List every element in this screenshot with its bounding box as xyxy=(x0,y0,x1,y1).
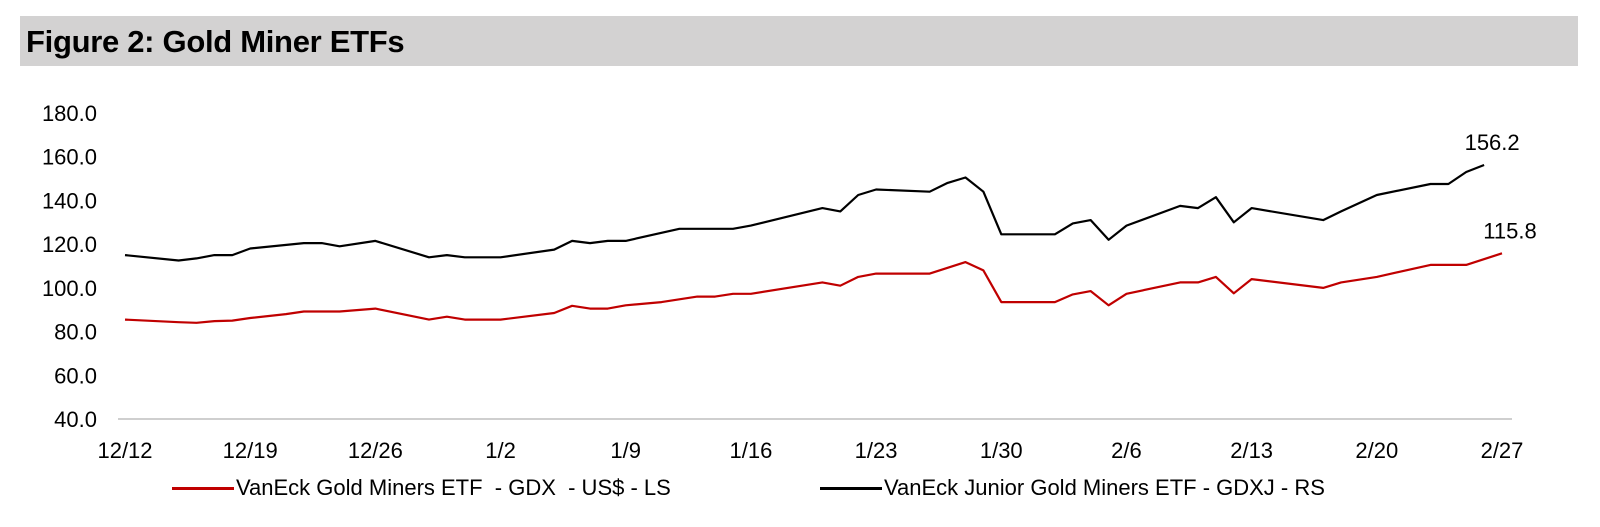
y-tick-label: 80.0 xyxy=(54,320,97,345)
legend-item-gdxj: VanEck Junior Gold Miners ETF - GDXJ - R… xyxy=(820,475,1325,501)
x-tick-label: 2/27 xyxy=(1481,438,1524,463)
legend-label-gdx: VanEck Gold Miners ETF - GDX - US$ - LS xyxy=(236,475,671,500)
y-tick-label: 160.0 xyxy=(42,145,97,170)
x-tick-label: 12/12 xyxy=(97,438,152,463)
x-tick-label: 2/13 xyxy=(1230,438,1273,463)
legend-swatch-gdx xyxy=(172,486,234,490)
y-tick-label: 40.0 xyxy=(54,407,97,432)
x-tick-label: 1/30 xyxy=(980,438,1023,463)
figure-title: Figure 2: Gold Miner ETFs xyxy=(26,24,405,59)
x-tick-label: 2/20 xyxy=(1355,438,1398,463)
legend-label-gdxj: VanEck Junior Gold Miners ETF - GDXJ - R… xyxy=(884,475,1325,500)
end-label-gdxj: 156.2 xyxy=(1465,130,1520,155)
y-axis: 40.0 60.0 80.0 100.0 120.0 140.0 160.0 180.0 xyxy=(42,101,97,432)
x-tick-label: 1/23 xyxy=(855,438,898,463)
end-label-gdx: 115.8 xyxy=(1483,218,1536,243)
x-tick-label: 12/19 xyxy=(223,438,278,463)
legend: VanEck Gold Miners ETF - GDX - US$ - LS … xyxy=(0,475,1600,505)
legend-item-gdx: VanEck Gold Miners ETF - GDX - US$ - LS xyxy=(172,475,671,501)
y-tick-label: 60.0 xyxy=(54,363,97,388)
series-line-gdx xyxy=(124,252,1503,324)
series-line-gdxj xyxy=(124,163,1485,262)
x-tick-label: 1/16 xyxy=(729,438,772,463)
x-tick-label: 12/26 xyxy=(348,438,403,463)
x-tick-label: 2/6 xyxy=(1111,438,1142,463)
x-tick-label: 1/2 xyxy=(485,438,516,463)
y-tick-label: 180.0 xyxy=(42,101,97,126)
end-labels: 115.8 156.2 xyxy=(1465,130,1537,243)
series-layer xyxy=(124,163,1503,324)
x-tick-label: 1/9 xyxy=(610,438,641,463)
y-tick-label: 120.0 xyxy=(42,232,97,257)
legend-swatch-gdxj xyxy=(820,486,882,490)
figure-title-bar: Figure 2: Gold Miner ETFs xyxy=(20,16,1578,66)
y-tick-label: 140.0 xyxy=(42,188,97,213)
y-tick-label: 100.0 xyxy=(42,276,97,301)
x-axis: 12/12 12/19 12/26 1/2 1/9 1/16 1/23 1/30 2/6 2/13… xyxy=(97,438,1523,463)
